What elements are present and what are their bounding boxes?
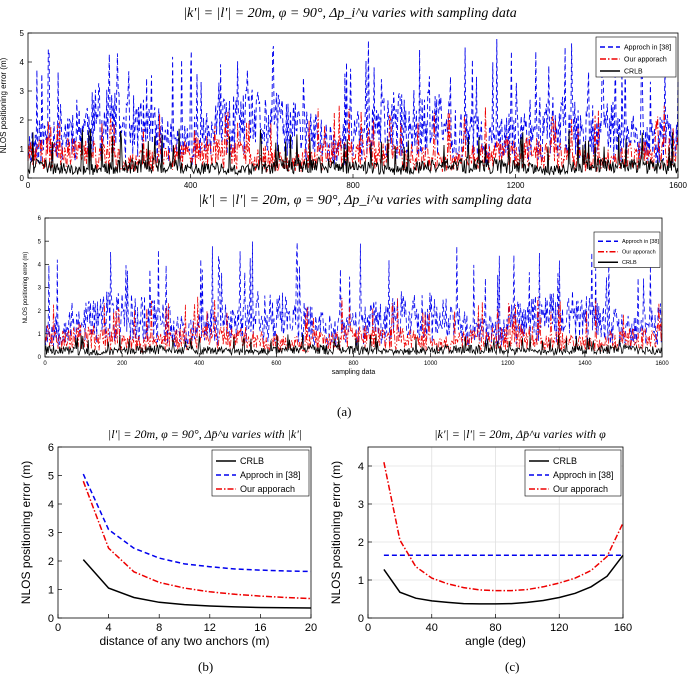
series-line-our-apporach	[383, 462, 624, 592]
legend-entry: Approch in [38]	[622, 239, 659, 245]
y-tick-label: 0	[358, 613, 364, 625]
y-tick-label: 1	[358, 575, 364, 587]
y-tick-label: 2	[38, 309, 42, 315]
x-tick-label: 0	[43, 361, 47, 367]
legend-entry: Approch in [38]	[624, 44, 671, 51]
legend-entry: Our apporach	[553, 484, 608, 494]
y-tick-label: 2	[20, 116, 25, 125]
x-tick-label: 1600	[655, 361, 669, 367]
x-tick-label: 1600	[669, 181, 687, 190]
y-axis-label: NLOS positioning error (m)	[329, 461, 343, 604]
x-tick-label: 16	[254, 622, 266, 634]
y-tick-label: 3	[48, 527, 54, 539]
chart-b-title: |l'| = 20m, φ = 90°, Δp̄^u varies with |…	[107, 427, 303, 441]
x-tick-label: 800	[348, 361, 359, 367]
x-tick-label: 1200	[501, 361, 515, 367]
y-tick-label: 4	[20, 58, 25, 67]
y-tick-label: 6	[38, 216, 42, 222]
chart-a2-title: |k'| = |l'| = 20m, φ = 90°, Δp_i^u varie…	[198, 193, 532, 208]
x-tick-label: 40	[426, 622, 438, 634]
x-tick-label: 400	[194, 361, 205, 367]
series-line-approch-in-38-	[44, 241, 663, 348]
legend-entry: Approch in [38]	[553, 470, 614, 480]
series-line-crlb	[82, 559, 312, 609]
x-tick-label: 200	[117, 361, 128, 367]
x-tick-label: 800	[346, 181, 360, 190]
y-tick-label: 3	[38, 286, 42, 292]
x-tick-label: 4	[106, 622, 112, 634]
y-tick-label: 5	[48, 470, 54, 482]
legend-entry: Our apporach	[622, 250, 656, 256]
x-tick-label: 20	[305, 622, 317, 634]
caption-b: (b)	[198, 659, 214, 674]
y-tick-label: 0	[20, 174, 25, 183]
y-tick-label: 3	[20, 87, 25, 96]
series-line-crlb	[383, 554, 624, 605]
x-tick-label: 12	[204, 622, 216, 634]
plot-frame-a1	[27, 32, 679, 179]
plot-frame-c	[367, 446, 624, 619]
x-tick-label: 120	[550, 622, 568, 634]
caption-c: (c)	[505, 659, 520, 674]
y-axis-label: NLOS positioning error (m)	[19, 461, 33, 604]
y-tick-label: 3	[358, 499, 364, 511]
y-tick-label: 0	[48, 613, 54, 625]
y-tick-label: 6	[48, 442, 54, 454]
chart-a1-title: |k'| = |l'| = 20m, φ = 90°, Δp_i^u varie…	[183, 6, 517, 21]
x-tick-label: 0	[26, 181, 31, 190]
caption-a: (a)	[337, 404, 352, 419]
y-tick-label: 5	[20, 29, 25, 38]
x-axis-label: angle (deg)	[465, 634, 526, 648]
y-tick-label: 1	[38, 332, 42, 338]
series-line-crlb	[44, 333, 663, 357]
x-axis-label: sampling data	[332, 369, 376, 376]
y-tick-label: 1	[20, 145, 25, 154]
legend-entry: Approch in [38]	[240, 470, 301, 480]
x-tick-label: 400	[184, 181, 198, 190]
legend-entry: CRLB	[553, 456, 577, 466]
y-tick-label: 4	[48, 499, 54, 511]
x-tick-label: 0	[365, 622, 371, 634]
series-line-our-apporach	[82, 480, 312, 600]
y-tick-label: 0	[38, 355, 42, 361]
series-line-crlb	[27, 128, 679, 176]
y-tick-label: 4	[38, 262, 42, 268]
series-line-our-apporach	[44, 296, 663, 354]
plot-frame-a2	[44, 217, 663, 358]
x-tick-label: 1200	[507, 181, 525, 190]
x-tick-label: 160	[614, 622, 632, 634]
y-tick-label: 5	[38, 239, 42, 245]
x-tick-label: 0	[55, 622, 61, 634]
y-tick-label: 2	[358, 537, 364, 549]
series-line-approch-in-38-	[27, 38, 679, 167]
legend-entry: Our apporach	[624, 56, 667, 63]
plot-frame-b	[57, 446, 312, 619]
x-axis-label: distance of any two anchors (m)	[99, 634, 269, 648]
x-tick-label: 8	[156, 622, 162, 634]
series-line-approch-in-38-	[82, 473, 312, 573]
legend-entry: Our apporach	[240, 484, 295, 494]
y-axis-label: NLOS positioning error (m)	[0, 57, 8, 153]
y-tick-label: 2	[48, 556, 54, 568]
x-tick-label: 1000	[424, 361, 438, 367]
plot-area-a2	[45, 218, 662, 357]
legend-entry: CRLB	[240, 456, 264, 466]
x-tick-label: 600	[271, 361, 282, 367]
legend-entry: CRLB	[622, 260, 637, 266]
y-tick-label: 4	[358, 461, 364, 473]
legend-entry: CRLB	[624, 68, 643, 75]
x-tick-label: 1400	[578, 361, 592, 367]
y-tick-label: 1	[48, 584, 54, 596]
chart-c-title: |k'| = |l'| = 20m, Δp̄^u varies with φ	[434, 427, 606, 441]
y-axis-label: NLOS positioning error (m)	[23, 252, 29, 324]
x-tick-label: 80	[489, 622, 501, 634]
